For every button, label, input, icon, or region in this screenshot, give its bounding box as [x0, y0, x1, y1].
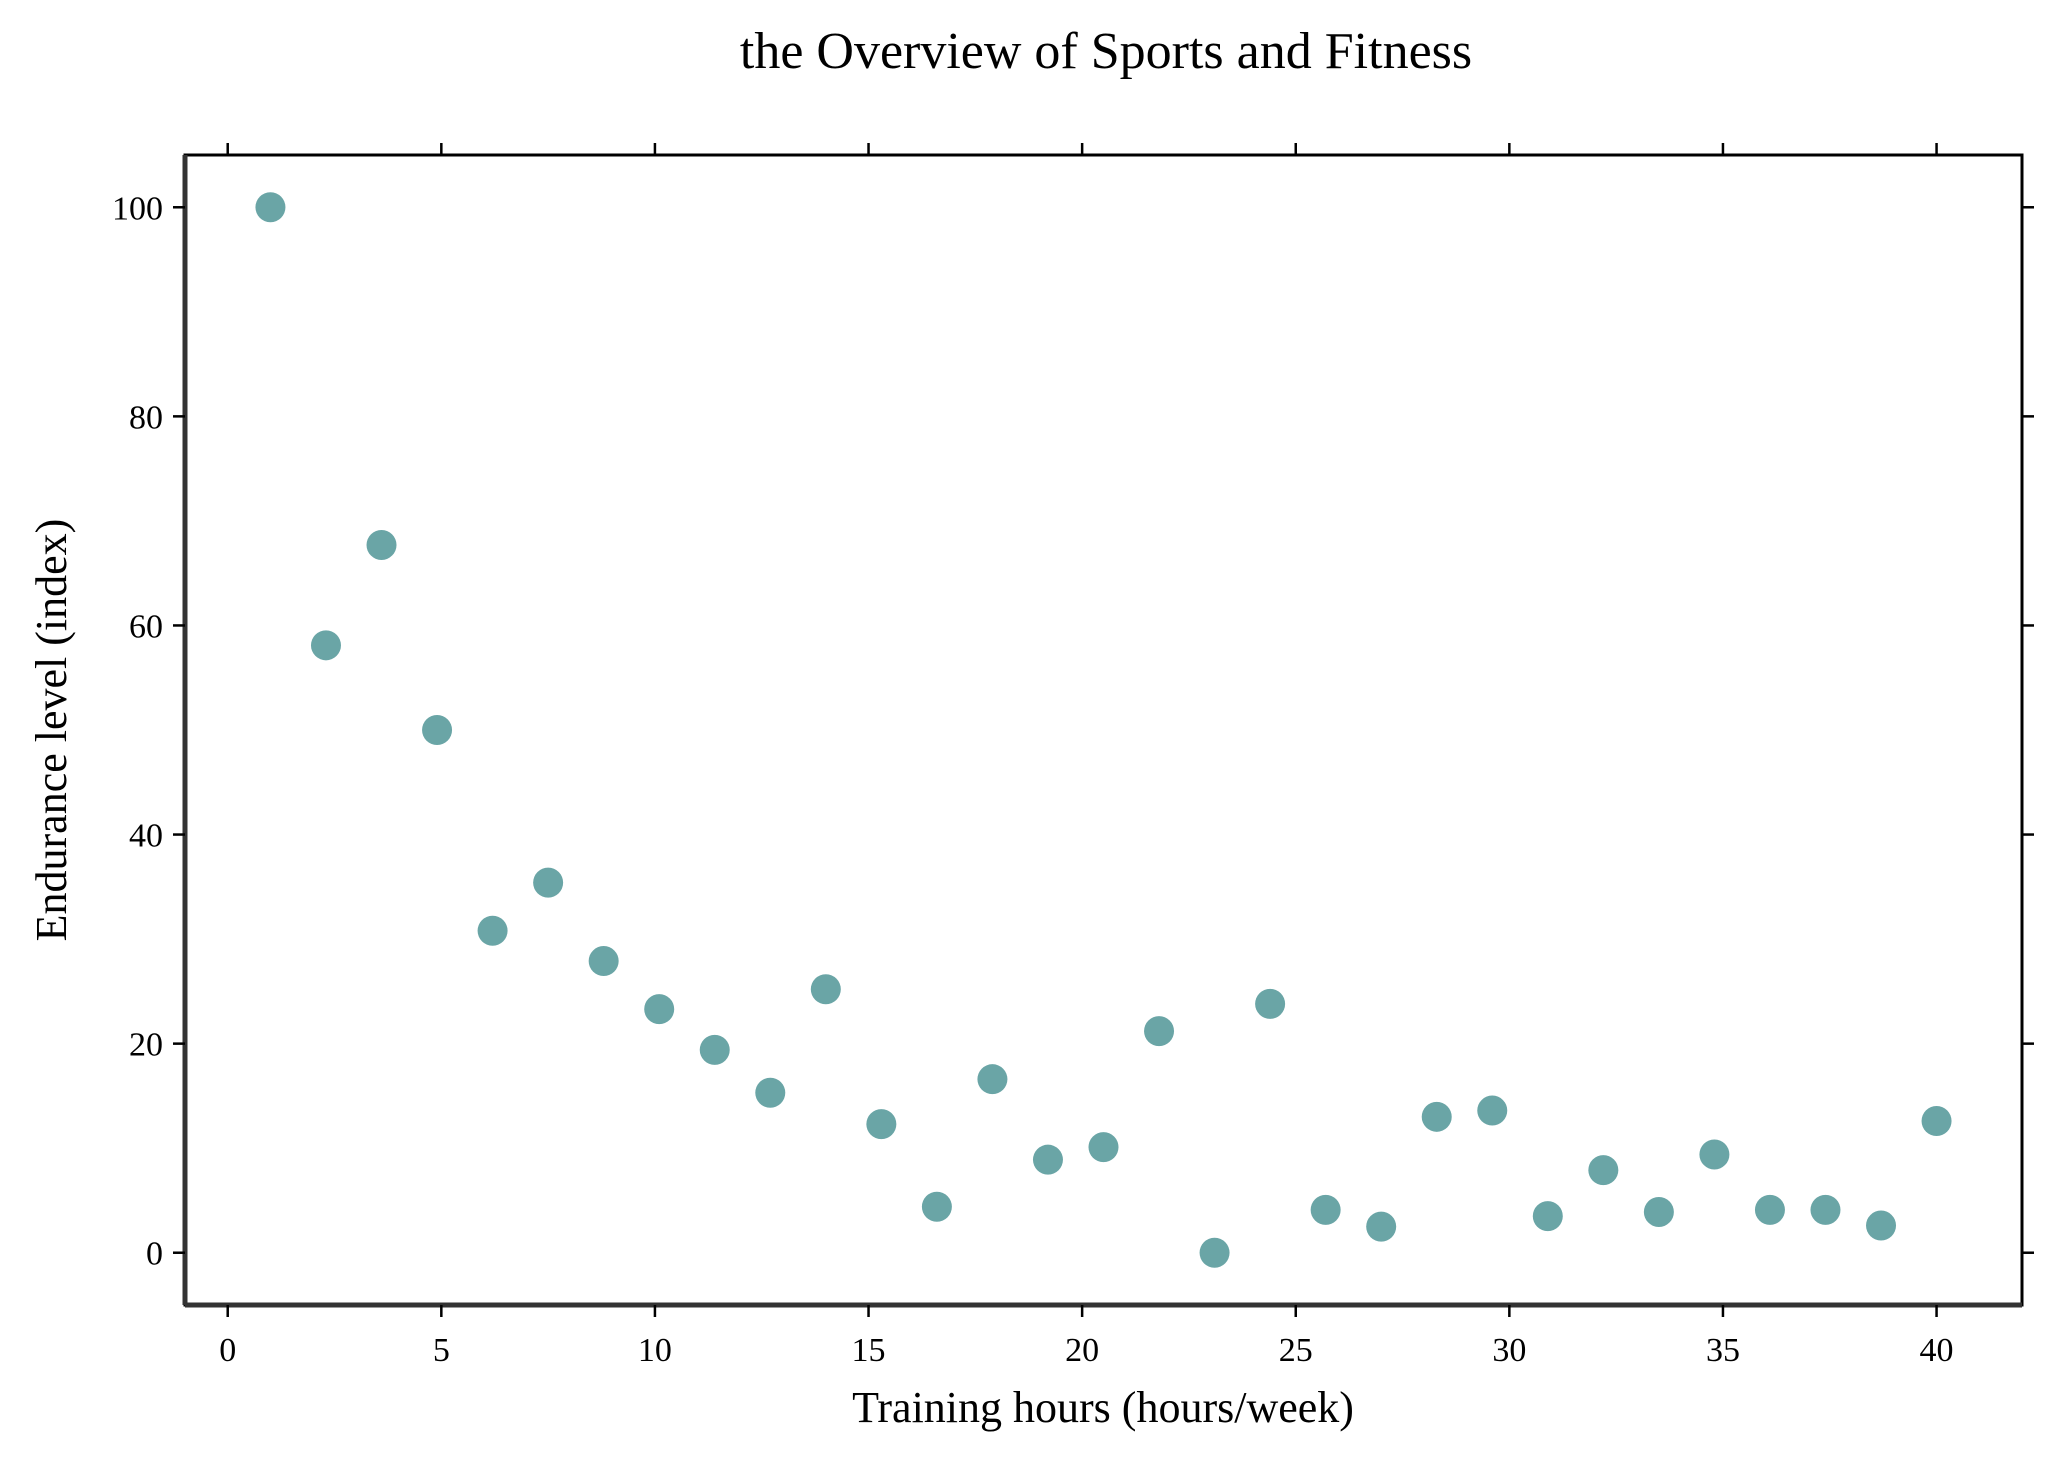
data-point — [1255, 988, 1286, 1019]
data-point — [1643, 1196, 1674, 1227]
data-point — [1588, 1155, 1619, 1186]
data-point — [1310, 1194, 1341, 1225]
x-tick-label: 10 — [638, 1332, 672, 1369]
y-tick-label: 100 — [112, 190, 163, 227]
y-axis-ticks: 0 20 40 60 80 100 — [112, 190, 2034, 1273]
y-tick-label: 80 — [129, 399, 163, 436]
x-tick-label: 25 — [1279, 1332, 1313, 1369]
x-tick-label: 30 — [1492, 1332, 1526, 1369]
data-point — [1754, 1194, 1785, 1225]
x-tick-label: 15 — [852, 1332, 886, 1369]
data-point — [1144, 1016, 1175, 1047]
x-tick-label: 5 — [433, 1332, 450, 1369]
data-point — [866, 1109, 897, 1140]
data-point — [533, 867, 564, 898]
data-point — [977, 1064, 1008, 1095]
x-tick-label: 35 — [1706, 1332, 1740, 1369]
x-axis-ticks: 0 5 10 15 20 25 30 35 40 — [219, 143, 1954, 1369]
data-point — [588, 946, 619, 977]
data-points — [255, 192, 1952, 1268]
y-axis-label: Endurance level (index) — [27, 519, 76, 942]
y-tick-label: 20 — [129, 1027, 163, 1064]
data-point — [699, 1034, 730, 1065]
data-point — [1810, 1194, 1841, 1225]
data-point — [644, 994, 675, 1025]
data-point — [1477, 1095, 1508, 1126]
data-point — [1088, 1132, 1119, 1163]
data-point — [1032, 1144, 1063, 1175]
data-point — [1921, 1106, 1952, 1136]
data-point — [255, 192, 286, 223]
x-axis-label: Training hours (hours/week) — [852, 1383, 1354, 1432]
data-point — [1532, 1201, 1563, 1232]
data-point — [921, 1191, 952, 1222]
data-point — [366, 529, 397, 560]
x-tick-label: 40 — [1920, 1332, 1954, 1369]
data-point — [310, 630, 341, 661]
data-point — [422, 715, 453, 745]
chart-title: the Overview of Sports and Fitness — [740, 23, 1472, 80]
data-point — [1366, 1211, 1397, 1242]
y-tick-label: 60 — [129, 608, 163, 645]
data-point — [1199, 1237, 1230, 1268]
data-point — [810, 974, 841, 1005]
x-tick-label: 0 — [219, 1332, 236, 1369]
data-point — [477, 915, 508, 946]
x-tick-label: 20 — [1065, 1332, 1099, 1369]
data-point — [1421, 1101, 1452, 1132]
data-point — [1866, 1210, 1897, 1241]
data-point — [755, 1077, 786, 1108]
y-tick-label: 40 — [129, 818, 163, 855]
y-tick-label: 0 — [146, 1236, 163, 1273]
data-point — [1699, 1139, 1730, 1170]
